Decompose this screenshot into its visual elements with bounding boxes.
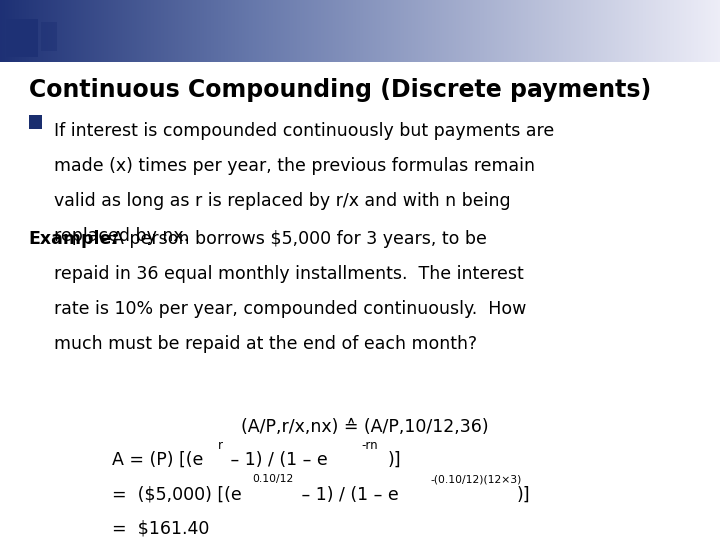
Text: A = (P) [(e: A = (P) [(e <box>112 451 203 469</box>
Text: – 1) / (1 – e: – 1) / (1 – e <box>296 486 399 504</box>
Text: rate is 10% per year, compounded continuously.  How: rate is 10% per year, compounded continu… <box>54 300 526 318</box>
Bar <box>6 19 38 57</box>
Text: replaced by nx.: replaced by nx. <box>54 227 189 245</box>
Text: valid as long as r is replaced by r/x and with n being: valid as long as r is replaced by r/x an… <box>54 192 510 210</box>
Text: -rn: -rn <box>361 439 378 452</box>
Text: Example:: Example: <box>29 230 120 247</box>
Bar <box>41 22 57 51</box>
Text: =  $161.40: = $161.40 <box>112 519 209 537</box>
Text: repaid in 36 equal monthly installments.  The interest: repaid in 36 equal monthly installments.… <box>54 265 523 282</box>
Text: much must be repaid at the end of each month?: much must be repaid at the end of each m… <box>54 335 477 353</box>
Text: – 1) / (1 – e: – 1) / (1 – e <box>225 451 328 469</box>
Text: made (x) times per year, the previous formulas remain: made (x) times per year, the previous fo… <box>54 157 535 174</box>
Text: Continuous Compounding (Discrete payments): Continuous Compounding (Discrete payment… <box>29 78 651 102</box>
Text: 0.10/12: 0.10/12 <box>253 474 294 484</box>
Text: r: r <box>218 439 223 452</box>
Text: )]: )] <box>516 486 530 504</box>
Text: =  ($5,000) [(e: = ($5,000) [(e <box>112 486 241 504</box>
Text: (A/P,r/x,nx) ≙ (A/P,10/12,36): (A/P,r/x,nx) ≙ (A/P,10/12,36) <box>241 418 489 436</box>
Text: A person borrows $5,000 for 3 years, to be: A person borrows $5,000 for 3 years, to … <box>112 230 487 247</box>
Text: )]: )] <box>387 451 401 469</box>
Text: If interest is compounded continuously but payments are: If interest is compounded continuously b… <box>54 122 554 139</box>
Text: -(0.10/12)(12×3): -(0.10/12)(12×3) <box>431 474 522 484</box>
Bar <box>29 115 42 129</box>
